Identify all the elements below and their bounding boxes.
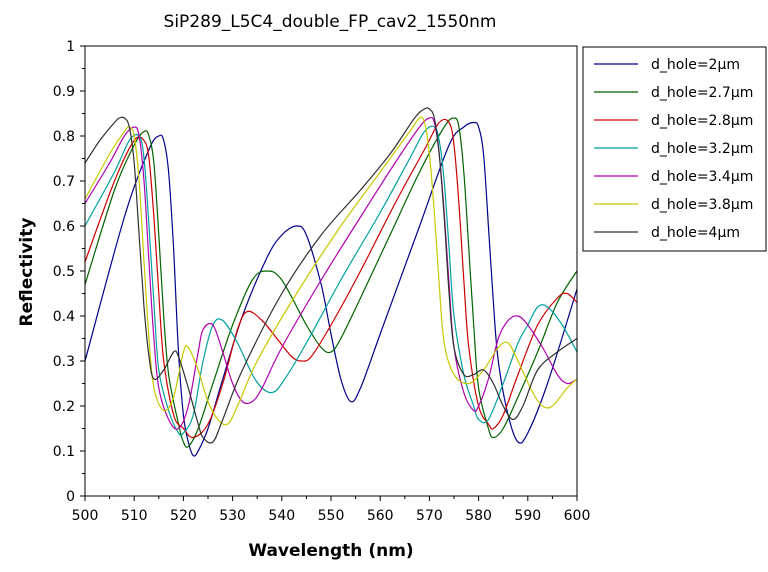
y-axis-label: Reflectivity: [17, 218, 37, 327]
y-tick-label: 0.7: [53, 174, 75, 190]
legend-label: d_hole=3.4µm: [651, 169, 753, 185]
series-line-3: [85, 118, 577, 439]
y-tick-label: 1: [66, 39, 75, 55]
y-tick-label: 0: [66, 489, 75, 505]
series-line-6: [85, 116, 577, 426]
plot-area: [85, 107, 577, 457]
y-tick-label: 0.9: [53, 84, 75, 100]
x-tick-label: 500: [72, 508, 99, 524]
y-tick-label: 0.8: [53, 129, 75, 145]
x-tick-label: 560: [367, 508, 394, 524]
series-line-5: [85, 116, 577, 430]
legend-box: [582, 46, 767, 252]
y-tick-label: 0.5: [53, 264, 75, 280]
y-tick-label: 0.6: [53, 219, 75, 235]
series-line-1: [85, 121, 577, 457]
y-tick-label: 0.3: [53, 354, 75, 370]
y-tick-label: 0.4: [53, 309, 75, 325]
chart-title: SiP289_L5C4_double_FP_cav2_1550nm: [164, 12, 497, 32]
x-tick-label: 530: [219, 508, 246, 524]
x-tick-label: 600: [564, 508, 591, 524]
legend-label: d_hole=3.8µm: [651, 197, 753, 213]
x-tick-label: 520: [170, 508, 197, 524]
legend-label: d_hole=4µm: [651, 225, 740, 241]
x-tick-label: 540: [268, 508, 295, 524]
x-axis-ticks: 500 510 520 530 540 550 560 570 580 590 600: [72, 496, 591, 524]
legend-label: d_hole=3.2µm: [651, 141, 753, 157]
legend-label: d_hole=2.8µm: [651, 113, 753, 129]
y-tick-label: 0.2: [53, 399, 75, 415]
x-tick-label: 550: [318, 508, 345, 524]
legend: d_hole=2µm d_hole=2.7µm d_hole=2.8µm d_hole…: [582, 46, 767, 252]
series-line-4: [85, 125, 577, 437]
series-line-7: [85, 107, 577, 444]
x-tick-label: 570: [416, 508, 443, 524]
x-tick-label: 580: [465, 508, 492, 524]
series-line-2: [85, 117, 577, 448]
x-tick-label: 510: [121, 508, 148, 524]
x-axis-label: Wavelength (nm): [248, 541, 413, 561]
legend-label: d_hole=2µm: [651, 57, 740, 73]
x-tick-label: 590: [514, 508, 541, 524]
legend-label: d_hole=2.7µm: [651, 85, 753, 101]
y-axis-ticks: 0 0.1 0.2 0.3 0.4 0.5 0.6 0.7 0.8 0.9 1: [53, 39, 85, 505]
y-tick-label: 0.1: [53, 444, 75, 460]
